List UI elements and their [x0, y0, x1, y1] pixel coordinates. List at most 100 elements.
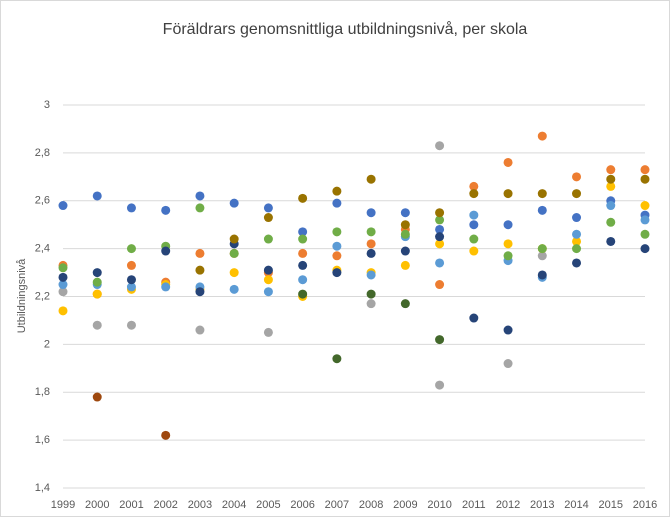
- point: [435, 208, 445, 218]
- x-tick-label: 2007: [325, 499, 349, 511]
- point: [469, 181, 479, 191]
- point: [298, 234, 308, 244]
- point: [469, 234, 479, 244]
- point: [366, 208, 376, 218]
- point: [92, 392, 102, 402]
- y-tick-label: 2,6: [35, 195, 50, 207]
- x-tick-label: 2009: [393, 499, 417, 511]
- point: [503, 325, 513, 335]
- point: [469, 189, 479, 199]
- x-tick-label: 2016: [633, 499, 657, 511]
- point: [58, 263, 68, 273]
- point: [263, 265, 273, 275]
- x-tick-label: 2010: [427, 499, 451, 511]
- point: [400, 299, 410, 309]
- point: [332, 354, 342, 364]
- point: [263, 213, 273, 223]
- point: [400, 229, 410, 239]
- y-tick-label: 1,8: [35, 386, 50, 398]
- point: [92, 289, 102, 299]
- x-tick-label: 1999: [51, 499, 75, 511]
- point: [126, 282, 136, 292]
- point: [298, 260, 308, 270]
- point: [195, 248, 205, 258]
- point: [229, 234, 239, 244]
- point: [400, 208, 410, 218]
- point: [537, 251, 547, 261]
- point: [58, 306, 68, 316]
- x-tick-label: 2005: [256, 499, 280, 511]
- point: [58, 287, 68, 297]
- point: [195, 203, 205, 213]
- point: [366, 289, 376, 299]
- point: [263, 203, 273, 213]
- point: [572, 213, 582, 223]
- point: [126, 260, 136, 270]
- point: [298, 193, 308, 203]
- point: [435, 239, 445, 249]
- point: [366, 174, 376, 184]
- point: [195, 287, 205, 297]
- point: [435, 215, 445, 225]
- point: [537, 189, 547, 199]
- point: [640, 215, 650, 225]
- point: [572, 258, 582, 268]
- point: [606, 236, 616, 246]
- point: [92, 191, 102, 201]
- point: [332, 268, 342, 278]
- point: [400, 260, 410, 270]
- point: [263, 275, 273, 285]
- point: [92, 268, 102, 278]
- point: [572, 236, 582, 246]
- x-tick-label: 2004: [222, 499, 246, 511]
- x-tick-label: 2013: [530, 499, 554, 511]
- y-tick-label: 1,6: [35, 434, 50, 446]
- point: [503, 251, 513, 261]
- point: [469, 220, 479, 230]
- point: [435, 380, 445, 390]
- point: [126, 320, 136, 330]
- point: [435, 232, 445, 242]
- point: [366, 299, 376, 309]
- point: [195, 191, 205, 201]
- point: [503, 239, 513, 249]
- x-tick-label: 2014: [564, 499, 588, 511]
- point: [503, 359, 513, 369]
- point: [469, 210, 479, 220]
- point: [263, 234, 273, 244]
- point: [469, 313, 479, 323]
- point: [366, 239, 376, 249]
- x-tick-label: 2000: [85, 499, 109, 511]
- point: [229, 284, 239, 294]
- point: [503, 157, 513, 167]
- y-axis-title: Utbildningsnivå: [16, 258, 28, 333]
- point: [298, 289, 308, 299]
- x-tick-label: 2003: [188, 499, 212, 511]
- point: [58, 201, 68, 211]
- point: [400, 220, 410, 230]
- point: [606, 217, 616, 227]
- y-tick-label: 2: [44, 338, 50, 350]
- point: [229, 268, 239, 278]
- point: [332, 186, 342, 196]
- point: [640, 244, 650, 254]
- point: [161, 430, 171, 440]
- point: [572, 229, 582, 239]
- point: [435, 335, 445, 345]
- point: [606, 201, 616, 211]
- y-tick-label: 2,2: [35, 290, 50, 302]
- point: [572, 172, 582, 182]
- point: [469, 246, 479, 256]
- point: [435, 280, 445, 290]
- point: [435, 258, 445, 268]
- point: [366, 248, 376, 258]
- point: [537, 131, 547, 141]
- point: [332, 198, 342, 208]
- point: [435, 141, 445, 151]
- point: [161, 205, 171, 215]
- y-tick-label: 3: [44, 99, 50, 111]
- point: [572, 189, 582, 199]
- point: [537, 244, 547, 254]
- point: [332, 241, 342, 251]
